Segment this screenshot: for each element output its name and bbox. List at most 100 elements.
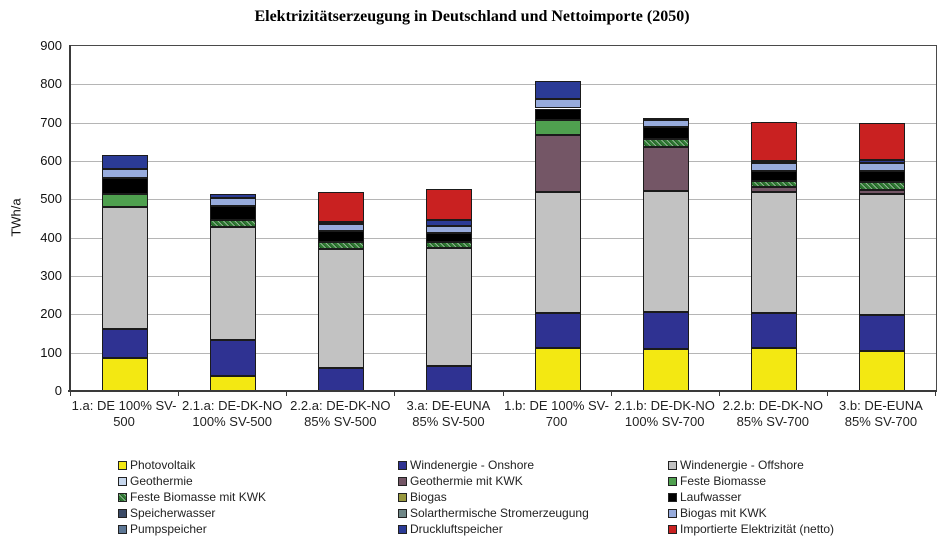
bar-segment [750,313,797,349]
gridline [71,314,936,316]
bar-segment [318,223,365,232]
x-tick-label: 2.2.a: DE-DK-NO 85% SV-500 [290,398,391,430]
bar-segment [750,180,797,188]
bar-segment [534,108,581,121]
bar-segment [534,120,581,136]
legend-label: Speicherwasser [130,506,216,520]
bar-segment [318,231,365,243]
bar-segment [318,368,365,391]
bar-segment [318,192,365,222]
legend-item: Windenergie - Offshore [668,458,834,472]
x-tick-mark [394,391,396,396]
bar-segment [750,348,797,391]
legend-item: Geothermie mit KWK [398,474,589,488]
bar-segment [426,241,473,249]
legend-swatch [118,476,127,486]
y-tick-label: 900 [40,38,62,53]
legend-swatch [398,460,407,470]
bar-segment [750,163,797,171]
legend-swatch [118,508,127,518]
legend-label: Pumpspeicher [130,522,207,536]
legend-item: Laufwasser [668,490,834,504]
y-tick-label: 600 [40,153,62,168]
legend-item: Solarthermische Stromerzeugung [398,506,589,520]
x-tick-mark [935,391,936,396]
gridline [71,161,936,162]
bar-segment [534,347,581,391]
legend-swatch [398,492,407,502]
legend-item: Pumpspeicher [118,522,266,536]
legend-item: Importierte Elektrizität (netto) [668,522,834,536]
x-tick-label: 3.b: DE-EUNA 85% SV-700 [839,398,923,430]
bar-segment [102,178,149,194]
legend-item: Feste Biomasse mit KWK [118,490,267,504]
bar-segment [858,189,905,194]
bar-segment [642,120,689,127]
bar-segment [858,170,905,183]
y-tick-label: 700 [40,114,62,130]
bar-segment [102,168,149,179]
legend-swatch [668,508,677,518]
x-tick-mark [826,391,828,396]
bar-segment [210,194,257,199]
gridline [71,276,936,277]
x-tick-label: 1.b: DE 100% SV-700 [504,398,609,430]
legend-label: Geothermie [130,474,193,488]
x-tick-mark [286,391,288,396]
bar-segment [642,312,689,349]
x-tick-mark [70,391,71,396]
legend-swatch [668,476,677,486]
legend-label: Solarthermische Stromerzeugung [410,506,589,520]
legend-column: Windenergie - Onshore Geothermie mit KWK B… [398,458,589,536]
legend-swatch [398,508,407,518]
bar-segment [750,192,797,314]
legend-label: Biogas [410,490,447,504]
bar-segment [102,193,149,208]
bar-segment [534,81,581,99]
gridline [71,84,936,86]
y-tick-label: 500 [40,191,62,207]
legend-label: Photovoltaik [130,458,196,472]
legend-label: Feste Biomasse mit KWK [130,490,267,504]
bar-segment [858,315,905,351]
legend-item: Geothermie [118,474,266,488]
bar-segment [534,135,581,193]
gridline [71,199,936,201]
bar-segment [858,350,905,391]
gridline [71,352,936,354]
legend-item: Biogas mit KWK [668,506,834,520]
legend-label: Feste Biomasse [680,474,767,488]
bar-segment [426,189,473,221]
y-tick-label: 800 [40,76,62,92]
x-tick-label: 3.a: DE-EUNA 85% SV-500 [406,398,491,430]
gridline [71,237,936,239]
legend-item: Photovoltaik [118,458,266,472]
legend-column: Photovoltaik Geothermie Feste Biomasse mit… [118,458,267,536]
bar-segment [210,375,257,391]
x-tick-mark [718,391,720,396]
bar-segment [750,160,797,164]
bar-segment [750,121,797,161]
chart-title: Elektrizitätserzeugung in Deutschland un… [254,8,690,25]
legend-item: Windenergie - Onshore [398,458,589,472]
legend-column: Windenergie - Offshore Feste Biomasse Lauf… [668,458,834,536]
bar-segment [102,328,149,358]
bar-segment [750,170,797,181]
x-tick-label: 2.2.b: DE-DK-NO 85% SV-700 [722,398,824,430]
legend-swatch [118,524,127,534]
y-tick-label: 400 [40,229,62,245]
gridline [71,122,936,124]
bar-segment [210,219,257,227]
legend-swatch [668,524,677,534]
bar-segment [858,182,905,190]
legend-swatch [118,492,127,502]
bar-segment [642,118,689,121]
legend-label: Geothermie mit KWK [410,474,523,488]
legend-swatch [398,476,407,486]
bar-segment [102,357,149,391]
bar-segment [210,198,257,207]
x-tick-label: 2.1.a: DE-DK-NO 100% SV-500 [181,398,283,430]
y-tick-label: 0 [54,383,62,398]
x-tick-mark [502,391,504,396]
x-tick-label: 2.1.b: DE-DK-NO 100% SV-700 [614,398,715,430]
